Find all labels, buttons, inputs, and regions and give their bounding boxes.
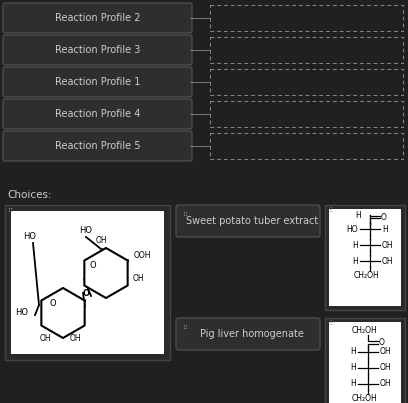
Text: ⠿: ⠿	[328, 321, 332, 326]
FancyBboxPatch shape	[325, 318, 405, 403]
FancyBboxPatch shape	[325, 205, 405, 310]
Text: Reaction Profile 1: Reaction Profile 1	[55, 77, 140, 87]
FancyBboxPatch shape	[329, 209, 401, 306]
Text: OH: OH	[133, 274, 144, 283]
Text: HO: HO	[23, 232, 36, 241]
Text: OH: OH	[380, 347, 392, 357]
Text: OH: OH	[69, 334, 81, 343]
FancyBboxPatch shape	[3, 67, 192, 97]
FancyBboxPatch shape	[11, 211, 164, 354]
Text: OOH: OOH	[134, 251, 151, 260]
Text: ⠿: ⠿	[183, 325, 188, 331]
Text: Pig liver homogenate: Pig liver homogenate	[200, 329, 304, 339]
Text: O: O	[381, 212, 387, 222]
FancyBboxPatch shape	[176, 318, 320, 350]
FancyBboxPatch shape	[3, 35, 192, 65]
Text: Reaction Profile 3: Reaction Profile 3	[55, 45, 140, 55]
FancyBboxPatch shape	[5, 205, 170, 360]
Text: H: H	[382, 224, 388, 233]
Text: H: H	[352, 241, 358, 249]
Text: OH: OH	[95, 236, 107, 245]
Text: Reaction Profile 2: Reaction Profile 2	[55, 13, 140, 23]
Text: Sweet potato tuber extract: Sweet potato tuber extract	[186, 216, 318, 226]
FancyBboxPatch shape	[329, 322, 401, 403]
Text: O: O	[50, 299, 56, 307]
Text: CH₂OH: CH₂OH	[351, 326, 377, 335]
FancyBboxPatch shape	[3, 99, 192, 129]
Text: OH: OH	[380, 364, 392, 372]
Text: H: H	[352, 256, 358, 266]
Text: H: H	[350, 380, 356, 388]
Text: ⠿: ⠿	[328, 208, 332, 213]
Polygon shape	[41, 288, 84, 338]
Text: H: H	[350, 347, 356, 357]
Text: OH: OH	[382, 256, 394, 266]
Text: OH: OH	[39, 334, 51, 343]
Text: O: O	[90, 262, 96, 270]
FancyBboxPatch shape	[176, 205, 320, 237]
Text: Choices:: Choices:	[7, 190, 52, 200]
Text: H: H	[355, 210, 361, 220]
Text: ⠿: ⠿	[8, 208, 13, 214]
Text: O: O	[82, 289, 89, 299]
Text: Reaction Profile 5: Reaction Profile 5	[55, 141, 140, 151]
Text: CH₂OH: CH₂OH	[353, 271, 379, 280]
Text: OH: OH	[382, 241, 394, 249]
FancyBboxPatch shape	[3, 3, 192, 33]
FancyBboxPatch shape	[3, 131, 192, 161]
Text: HO: HO	[15, 308, 28, 317]
Polygon shape	[84, 248, 128, 298]
Text: CH₂OH: CH₂OH	[351, 394, 377, 403]
Text: Reaction Profile 4: Reaction Profile 4	[55, 109, 140, 119]
Text: ⠿: ⠿	[183, 212, 188, 218]
Text: HO: HO	[346, 224, 358, 233]
Text: HO: HO	[80, 226, 93, 235]
Text: H: H	[350, 364, 356, 372]
Text: OH: OH	[380, 380, 392, 388]
Text: O: O	[379, 338, 385, 347]
